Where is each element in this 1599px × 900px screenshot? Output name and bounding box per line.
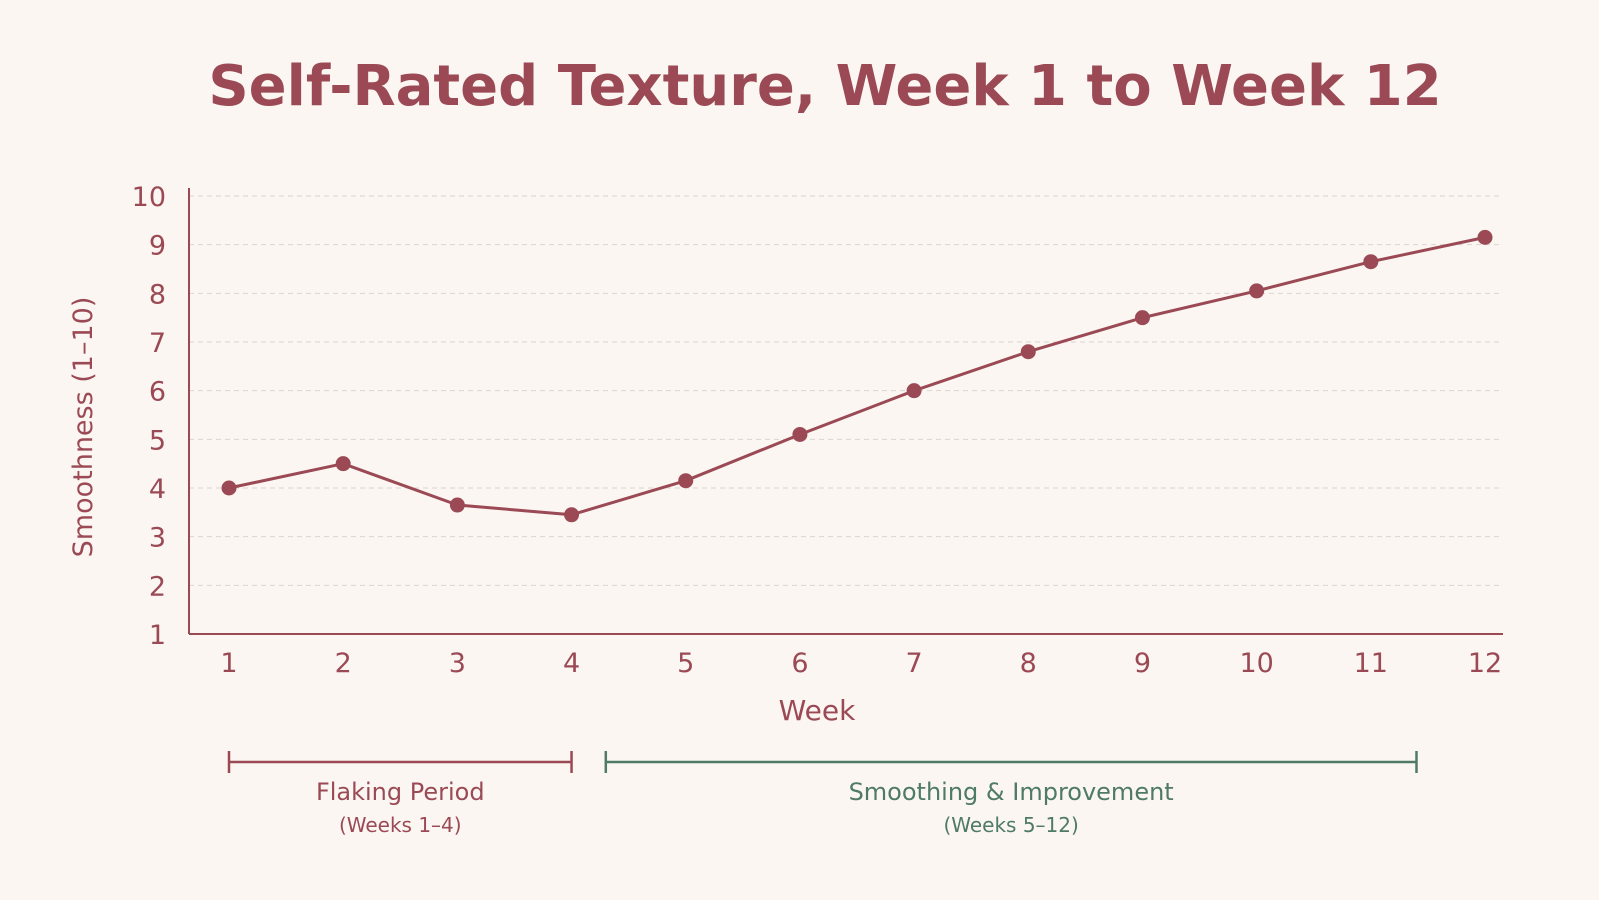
y-tick-label: 1: [149, 620, 166, 651]
x-tick-label: 6: [791, 648, 808, 679]
annotation-sublabel: (Weeks 5–12): [943, 813, 1078, 837]
x-tick-label: 9: [1134, 648, 1151, 679]
data-point: [792, 426, 808, 442]
x-tick-label: 11: [1354, 648, 1388, 679]
x-axis-label: Week: [779, 694, 856, 727]
period-annotations: Flaking Period (Weeks 1–4) Smoothing & Imp…: [227, 751, 1418, 837]
data-points: [221, 229, 1493, 523]
annotation-sublabel: (Weeks 1–4): [339, 813, 462, 837]
annotation-label: Smoothing & Improvement: [849, 778, 1174, 806]
data-point: [564, 507, 580, 523]
x-tick-label: 8: [1020, 648, 1037, 679]
chart-title: Self-Rated Texture, Week 1 to Week 12: [208, 54, 1441, 119]
period-annotation: Smoothing & Improvement (Weeks 5–12): [604, 751, 1418, 837]
data-point: [335, 456, 351, 472]
x-tick-label: 12: [1468, 648, 1502, 679]
data-point: [906, 383, 922, 399]
data-point: [1363, 254, 1379, 270]
y-tick-label: 4: [149, 474, 166, 505]
y-axis-ticks: 1 2 3 4 5 6 7 8 9 10: [132, 182, 166, 651]
period-annotation: Flaking Period (Weeks 1–4): [227, 751, 573, 837]
axes: [188, 188, 1503, 635]
data-point: [1477, 229, 1493, 245]
data-point: [221, 480, 237, 496]
y-axis-label: Smoothness (1–10): [68, 297, 99, 558]
y-tick-label: 3: [149, 523, 166, 554]
y-tick-label: 2: [149, 571, 166, 602]
y-tick-label: 10: [132, 182, 166, 213]
annotation-label: Flaking Period: [316, 778, 485, 806]
x-tick-label: 2: [335, 648, 352, 679]
x-tick-label: 3: [449, 648, 466, 679]
y-tick-label: 9: [149, 231, 166, 262]
x-tick-label: 5: [677, 648, 694, 679]
data-point: [1020, 344, 1036, 360]
x-tick-label: 4: [563, 648, 580, 679]
data-point: [1134, 310, 1150, 326]
y-tick-label: 5: [149, 425, 166, 456]
x-tick-label: 7: [905, 648, 922, 679]
y-tick-label: 8: [149, 279, 166, 310]
series-line: [228, 235, 1486, 517]
series-lines: [228, 235, 1486, 517]
x-tick-label: 1: [220, 648, 237, 679]
data-point: [1249, 283, 1265, 299]
x-tick-label: 10: [1239, 648, 1273, 679]
y-tick-label: 7: [149, 328, 166, 359]
x-axis-ticks: 1 2 3 4 5 6 7 8 9 10 11 12: [220, 648, 1502, 679]
y-tick-label: 6: [149, 377, 166, 408]
data-point: [678, 473, 694, 489]
grid-lines: [189, 195, 1503, 586]
data-point: [449, 497, 465, 513]
